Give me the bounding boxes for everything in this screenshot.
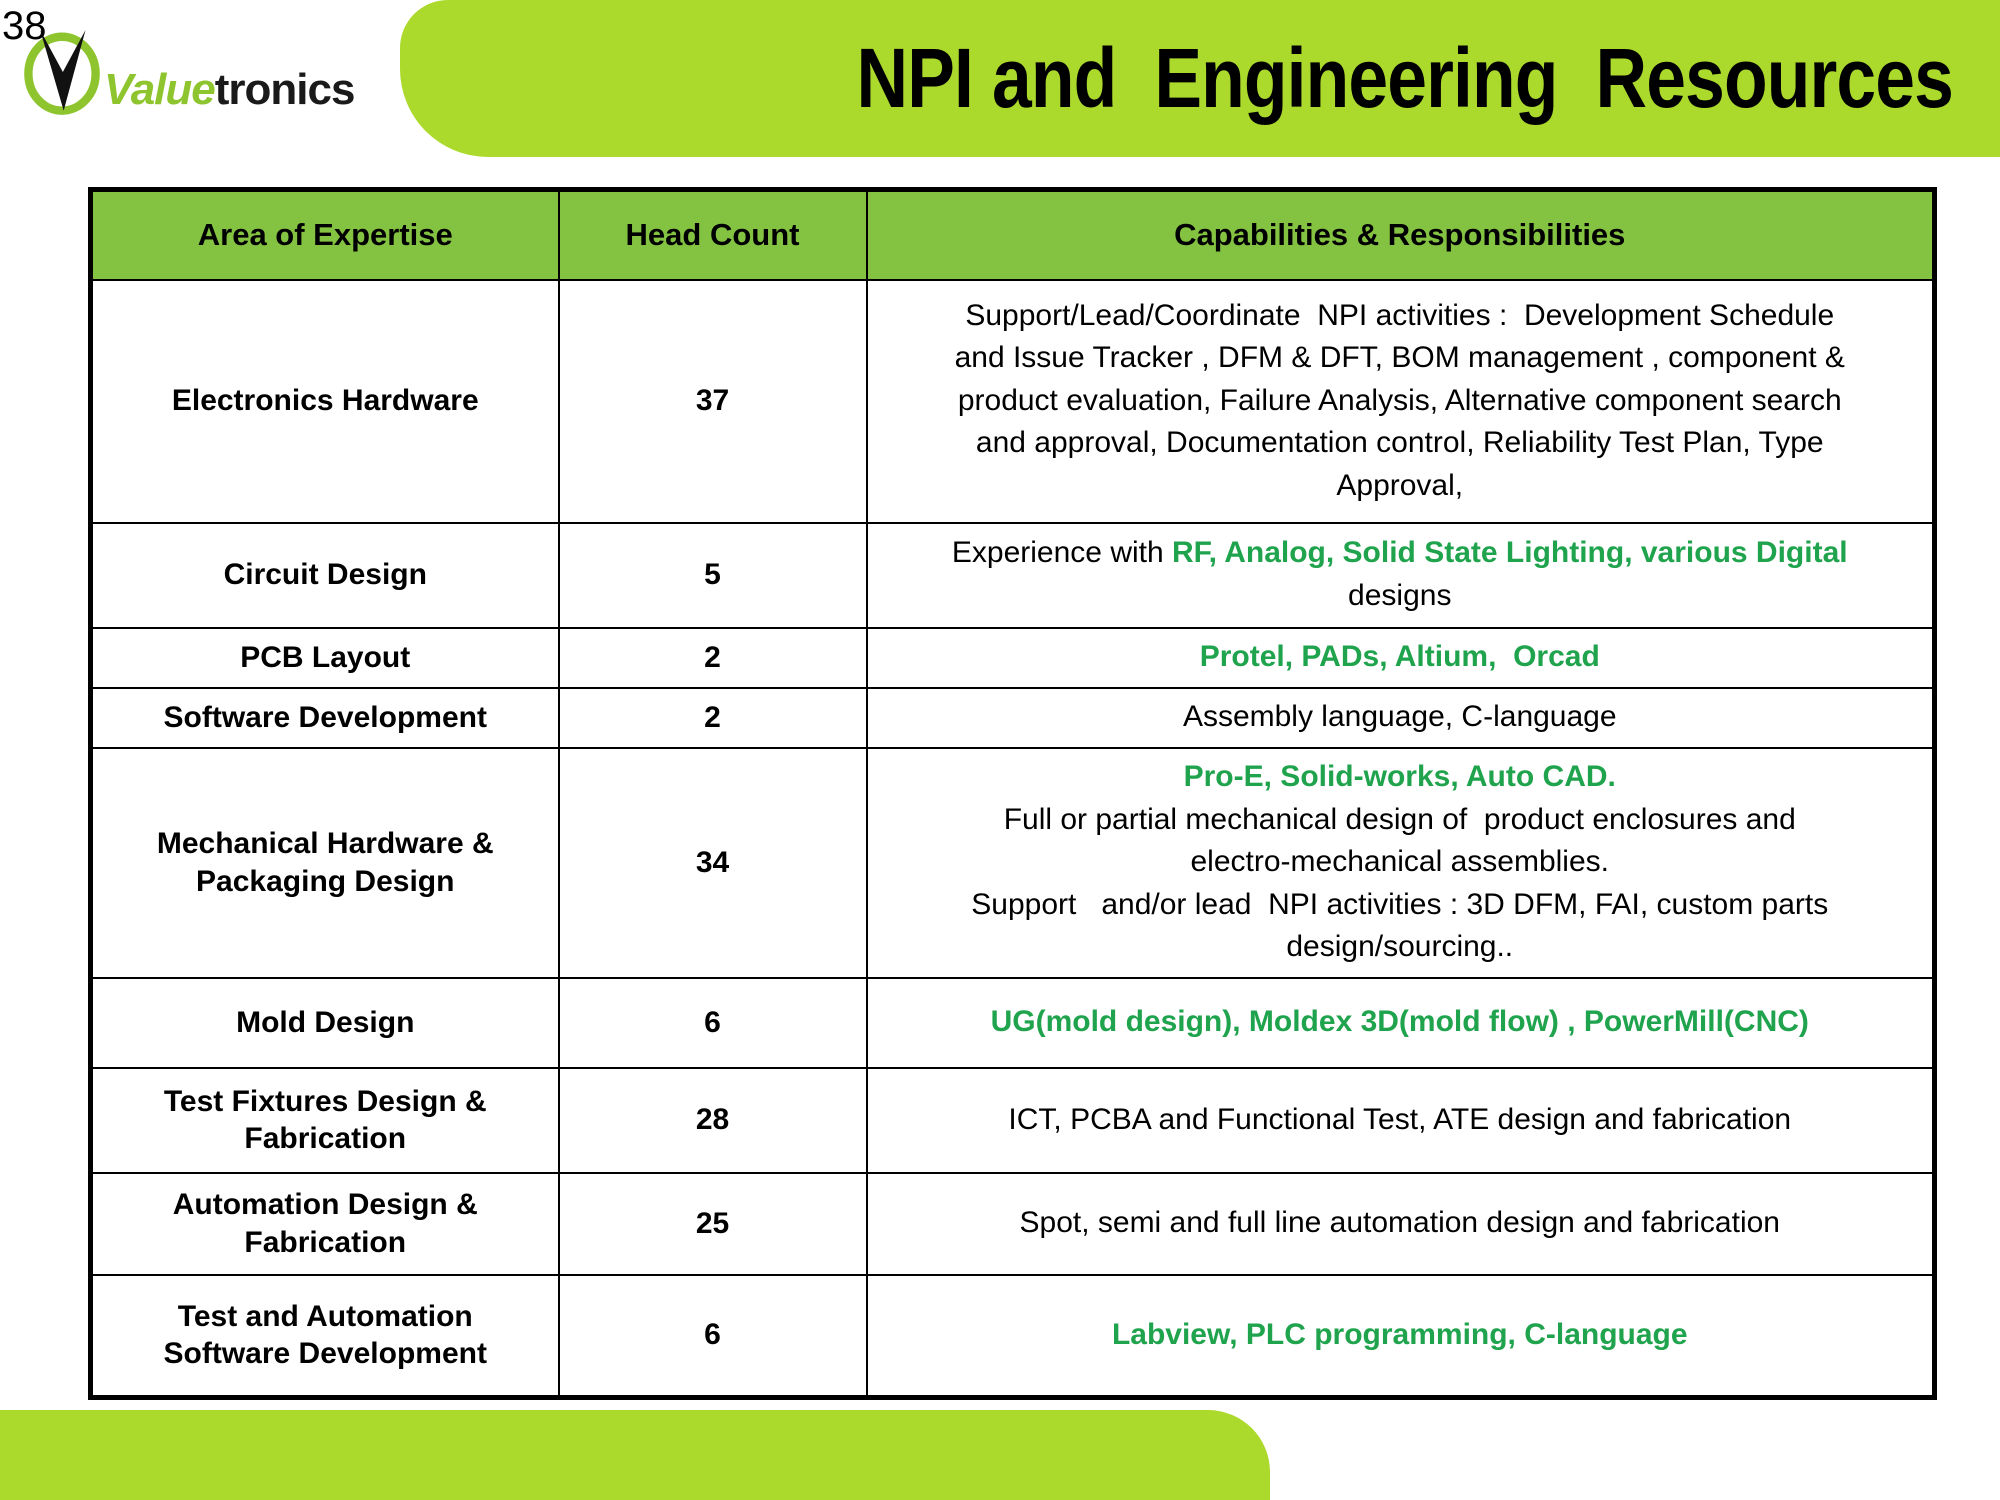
table-row: Mold Design 6 UG(mold design), Moldex 3D… (89, 976, 1936, 1069)
logo-v-icon (24, 30, 100, 115)
headcount-cell: 37 (557, 278, 868, 524)
capability-text: Spot, semi and full line automation desi… (1019, 1206, 1780, 1240)
capability-cell: Pro-E, Solid-works, Auto CAD. Full or par… (865, 746, 1936, 979)
headcount-cell: 2 (557, 626, 868, 689)
headcount-cell: 6 (557, 1273, 868, 1399)
logo-text: Valuetronics (104, 65, 356, 118)
page-number: 38 (2, 4, 47, 48)
capability-cell: Experience with RF, Analog, Solid State … (865, 521, 1936, 629)
capability-text: Support/Lead/Coordinate NPI activities :… (954, 298, 1845, 502)
capability-cell: Protel, PADs, Altium, Orcad (865, 626, 1936, 689)
title-banner: NPI and Engineering Resources (400, 0, 2000, 157)
capability-text-green: RF, Analog, Solid State Lighting, variou… (1172, 536, 1848, 570)
capability-cell: Spot, semi and full line automation desi… (865, 1171, 1936, 1276)
col-header-headcount: Head Count (557, 188, 868, 281)
capability-cell: Support/Lead/Coordinate NPI activities :… (865, 278, 1936, 524)
headcount-cell: 5 (557, 521, 868, 629)
table-row: Electronics Hardware 37 Support/Lead/Coo… (89, 278, 1936, 524)
capability-text-green: UG(mold design), Moldex 3D(mold flow) , … (990, 1005, 1809, 1039)
capability-text: Assembly language, C-language (1182, 700, 1617, 734)
capability-cell: ICT, PCBA and Functional Test, ATE desig… (865, 1066, 1936, 1174)
area-cell: Mold Design (89, 976, 560, 1069)
headcount-cell: 34 (557, 746, 868, 979)
table-row: Software Development 2 Assembly language… (89, 686, 1936, 749)
valuetronics-logo: Valuetronics (20, 16, 356, 118)
area-cell: Test Fixtures Design & Fabrication (89, 1066, 560, 1174)
capability-text-green: Labview, PLC programming, C-language (1111, 1317, 1688, 1351)
capability-text: designs (1348, 579, 1452, 612)
headcount-cell: 2 (557, 686, 868, 749)
col-header-area: Area of Expertise (89, 188, 560, 281)
capability-cell: Labview, PLC programming, C-language (865, 1273, 1936, 1399)
area-cell: Electronics Hardware (89, 278, 560, 524)
headcount-cell: 28 (557, 1066, 868, 1174)
headcount-cell: 6 (557, 976, 868, 1069)
capability-text-green: Protel, PADs, Altium, Orcad (1199, 640, 1600, 674)
table-row: Circuit Design 5 Experience with RF, Ana… (89, 521, 1936, 629)
col-header-capabilities: Capabilities & Responsibilities (865, 188, 1936, 281)
logo-text-black: tronics (214, 65, 356, 114)
capability-text: Full or partial mechanical design of pro… (971, 802, 1829, 964)
area-cell: Circuit Design (89, 521, 560, 629)
capability-text: ICT, PCBA and Functional Test, ATE desig… (1008, 1102, 1792, 1136)
page-title: NPI and Engineering Resources (856, 31, 1954, 125)
area-cell: Software Development (89, 686, 560, 749)
resources-table: Area of Expertise Head Count Capabilitie… (88, 187, 1937, 1400)
capability-text: Experience with (951, 536, 1172, 570)
table-row: Test and Automation Software Development… (89, 1273, 1936, 1399)
capability-text-green: Pro-E, Solid-works, Auto CAD. (1183, 760, 1616, 794)
footer-bar (0, 1410, 1270, 1500)
capability-cell: UG(mold design), Moldex 3D(mold flow) , … (865, 976, 1936, 1069)
table-row: Automation Design & Fabrication 25 Spot,… (89, 1171, 1936, 1276)
table-row: PCB Layout 2 Protel, PADs, Altium, Orcad (89, 626, 1936, 689)
area-cell: Test and Automation Software Development (89, 1273, 560, 1399)
table-header-row: Area of Expertise Head Count Capabilitie… (89, 188, 1936, 281)
table-row: Test Fixtures Design & Fabrication 28 IC… (89, 1066, 1936, 1174)
area-cell: Automation Design & Fabrication (89, 1171, 560, 1276)
area-cell: Mechanical Hardware & Packaging Design (89, 746, 560, 979)
area-cell: PCB Layout (89, 626, 560, 689)
table-row: Mechanical Hardware & Packaging Design 3… (89, 746, 1936, 979)
logo-text-green: Value (104, 65, 216, 114)
capability-cell: Assembly language, C-language (865, 686, 1936, 749)
headcount-cell: 25 (557, 1171, 868, 1276)
